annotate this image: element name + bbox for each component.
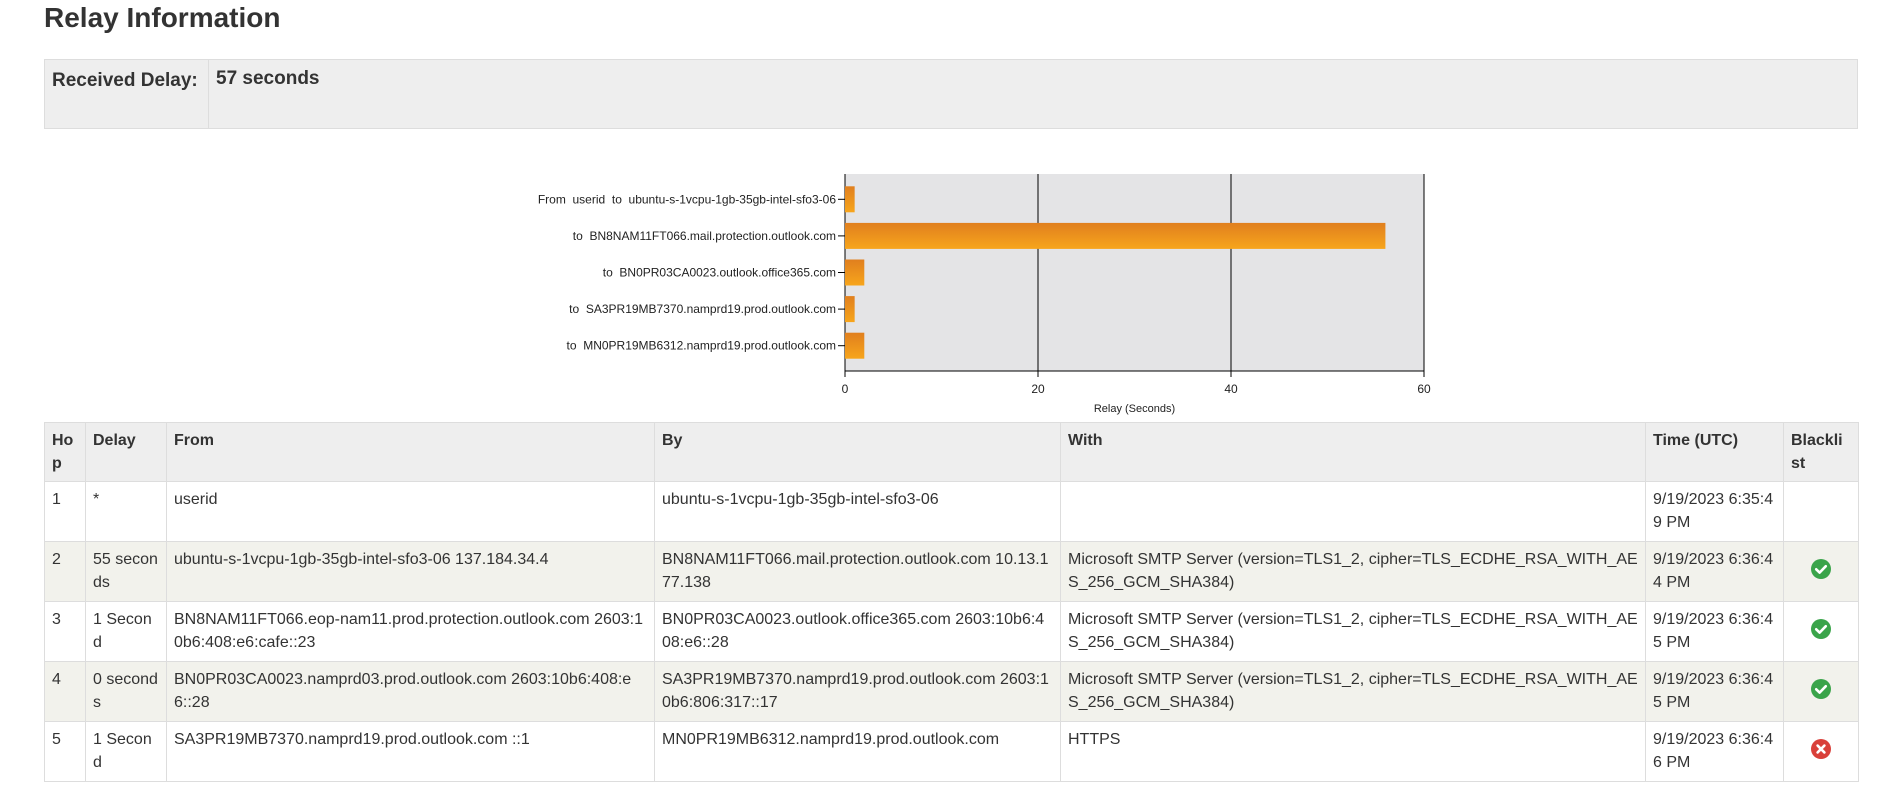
check-circle-icon [1811, 558, 1831, 579]
chart-bar [845, 259, 865, 286]
table-row: 1 * userid ubuntu-s-1vcpu-1gb-35gb-intel-sf… [44, 481, 1859, 542]
cell-by: ubuntu-s-1vcpu-1gb-35gb-intel-sfo3-06 [654, 481, 1061, 542]
column-header-by: By [654, 422, 1061, 482]
received-delay-label: Received Delay: [45, 60, 209, 128]
cell-time: 9/19/2023 6:36:44 PM [1645, 541, 1784, 602]
x-axis-label: Relay (Seconds) [1094, 403, 1175, 415]
cell-blacklist [1783, 601, 1859, 662]
cell-with [1060, 481, 1646, 542]
cell-delay: * [85, 481, 167, 542]
cell-from: BN8NAM11FT066.eop-nam11.prod.protection.… [166, 601, 655, 662]
column-header-with: With [1060, 422, 1646, 482]
received-delay-value: 57 seconds [216, 68, 320, 89]
cell-time: 9/19/2023 6:36:45 PM [1645, 601, 1784, 662]
table-row: 2 55 seconds ubuntu-s-1vcpu-1gb-35gb-intel… [44, 541, 1859, 602]
cell-from: ubuntu-s-1vcpu-1gb-35gb-intel-sfo3-06 13… [166, 541, 655, 602]
received-delay-panel: Received Delay: 57 seconds [44, 59, 1858, 129]
check-circle-icon [1811, 618, 1831, 639]
cell-time: 9/19/2023 6:36:45 PM [1645, 661, 1784, 722]
cell-hop: 2 [44, 541, 86, 602]
chart-bar [845, 222, 1386, 249]
relay-chart: 0 20 40 60 From userid to ubuntu-s-1vcpu-1gb… [538, 174, 1431, 415]
cell-from: BN0PR03CA0023.namprd03.prod.outlook.com … [166, 661, 655, 722]
chart-bar [845, 186, 855, 213]
column-header-hop: Hop [44, 422, 86, 482]
page-title: Relay Information [44, 2, 281, 33]
x-axis-tick-label: 20 [1031, 382, 1045, 396]
cell-from: SA3PR19MB7370.namprd19.prod.outlook.com … [166, 721, 655, 782]
cell-delay: 1 Second [85, 601, 167, 662]
x-axis-tick-label: 0 [842, 382, 849, 396]
y-axis-category-label: to MN0PR19MB6312.namprd19.prod.outlook.c… [567, 339, 836, 353]
cell-hop: 4 [44, 661, 86, 722]
x-axis-tick-label: 60 [1417, 382, 1431, 396]
chart-bar [845, 296, 855, 323]
cell-blacklist [1783, 661, 1859, 722]
x-circle-icon [1811, 738, 1831, 759]
column-header-time: Time (UTC) [1645, 422, 1784, 482]
cell-with: Microsoft SMTP Server (version=TLS1_2, c… [1060, 541, 1646, 602]
cell-time: 9/19/2023 6:35:49 PM [1645, 481, 1784, 542]
cell-by: MN0PR19MB6312.namprd19.prod.outlook.com [654, 721, 1061, 782]
chart-plot-area [845, 174, 1424, 371]
y-axis-category-label: to BN0PR03CA0023.outlook.office365.com [603, 266, 836, 280]
table-header-row: Hop Delay From By With Time (UTC) Blackl… [44, 422, 1859, 482]
cell-delay: 55 seconds [85, 541, 167, 602]
cell-by: SA3PR19MB7370.namprd19.prod.outlook.com … [654, 661, 1061, 722]
cell-delay: 1 Second [85, 721, 167, 782]
cell-blacklist [1783, 721, 1859, 782]
column-header-from: From [166, 422, 655, 482]
y-axis-category-label: to BN8NAM11FT066.mail.protection.outlook… [573, 229, 836, 243]
cell-delay: 0 seconds [85, 661, 167, 722]
cell-hop: 1 [44, 481, 86, 542]
chart-bar [845, 332, 865, 359]
column-header-blacklist: Blacklist [1783, 422, 1859, 482]
cell-with: Microsoft SMTP Server (version=TLS1_2, c… [1060, 601, 1646, 662]
cell-from: userid [166, 481, 655, 542]
x-axis-tick-label: 40 [1224, 382, 1238, 396]
y-axis-category-label: to SA3PR19MB7370.namprd19.prod.outlook.c… [569, 302, 836, 316]
cell-hop: 5 [44, 721, 86, 782]
cell-with: HTTPS [1060, 721, 1646, 782]
cell-blacklist [1783, 541, 1859, 602]
cell-time: 9/19/2023 6:36:46 PM [1645, 721, 1784, 782]
cell-blacklist [1783, 481, 1859, 542]
check-circle-icon [1811, 678, 1831, 699]
column-header-delay: Delay [85, 422, 167, 482]
cell-by: BN8NAM11FT066.mail.protection.outlook.co… [654, 541, 1061, 602]
cell-by: BN0PR03CA0023.outlook.office365.com 2603… [654, 601, 1061, 662]
relay-hops-table: Hop Delay From By With Time (UTC) Blackl… [44, 422, 1859, 782]
cell-with: Microsoft SMTP Server (version=TLS1_2, c… [1060, 661, 1646, 722]
y-axis-category-label: From userid to ubuntu-s-1vcpu-1gb-35gb-i… [538, 192, 836, 206]
cell-hop: 3 [44, 601, 86, 662]
